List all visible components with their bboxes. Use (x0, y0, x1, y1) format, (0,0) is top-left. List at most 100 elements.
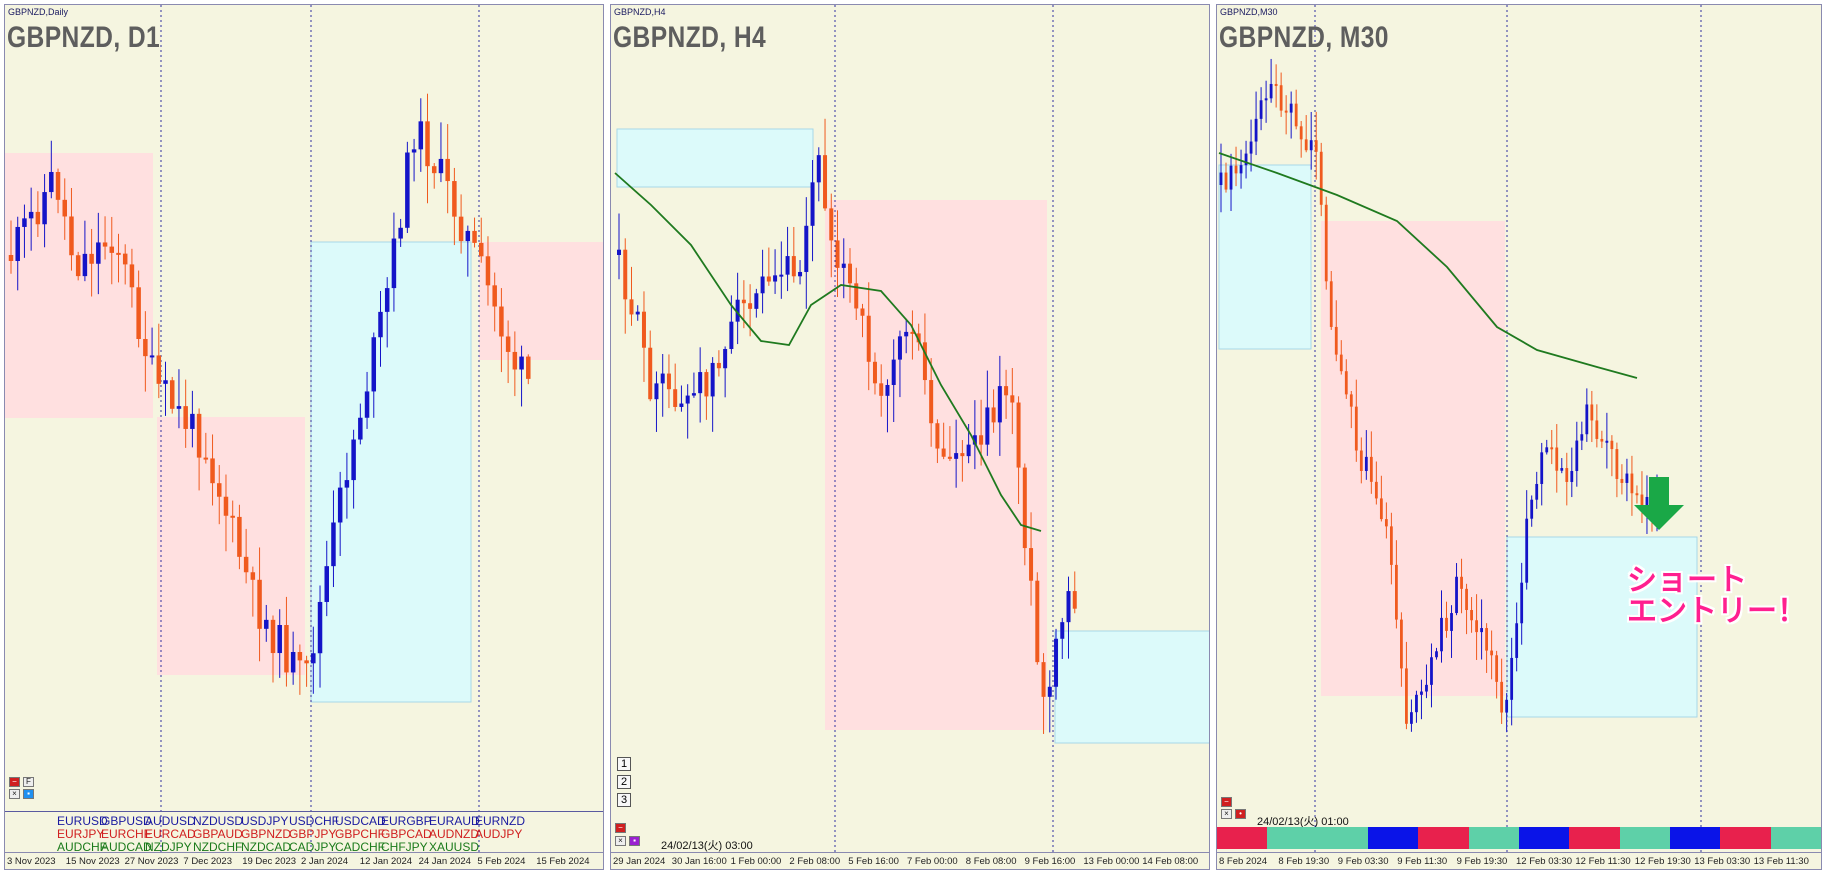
candle-body (28, 211, 34, 219)
minus-button[interactable]: − (615, 823, 626, 833)
currency-pair-link[interactable]: GBPCHF (335, 827, 386, 841)
candle-body (1450, 613, 1453, 631)
candle-body (22, 218, 27, 227)
chart-window-gbpnzd-d1[interactable]: GBPNZD,Daily GBPNZD, D1 − F × ▪ EURUSD GB… (4, 4, 604, 870)
currency-pair-link[interactable]: USDCAD (335, 814, 386, 828)
minus-button[interactable]: − (1221, 797, 1232, 807)
close-button[interactable]: × (1221, 809, 1232, 819)
candle-body (512, 351, 518, 370)
candle-body (492, 285, 497, 307)
currency-pair-link[interactable]: CADCHF (335, 840, 385, 854)
candle-body (910, 331, 915, 334)
candle-body (823, 155, 828, 209)
fix-button[interactable]: F (23, 777, 34, 787)
candle-body (1374, 481, 1378, 499)
candle-body (1284, 110, 1288, 113)
chart-window-gbpnzd-m30[interactable]: GBPNZD,M30 GBPNZD, M30 − × • 24/02/13(火)… (1216, 4, 1822, 870)
candle-body (641, 311, 646, 348)
currency-pair-link[interactable]: AUDCHF (57, 840, 107, 854)
currency-pair-link[interactable]: XAUUSD (429, 840, 480, 854)
candle-body (445, 158, 450, 182)
minus-button[interactable]: − (9, 777, 20, 787)
currency-pair-link[interactable]: GBPNZD (241, 827, 292, 841)
indicator-button-2[interactable]: 2 (617, 775, 631, 789)
currency-pair-link[interactable]: AUDJPY (475, 827, 523, 841)
currency-pair-link[interactable]: EURGBP (381, 814, 432, 828)
candle-body (1016, 402, 1021, 468)
currency-pair-link[interactable]: GBPCAD (381, 827, 432, 841)
candle-body (841, 263, 846, 268)
chart-canvas[interactable] (1217, 5, 1822, 870)
currency-pair-link[interactable]: CHFJPY (381, 840, 428, 854)
indicator-button-3[interactable]: 3 (617, 793, 631, 807)
time-axis-label: 2 Jan 2024 (301, 856, 349, 867)
close-button[interactable]: × (9, 789, 20, 799)
color-button[interactable]: ▪ (629, 836, 640, 846)
currency-pair-link[interactable]: AUDNZD (429, 827, 479, 841)
currency-pair-link[interactable]: GBPJPY (289, 827, 337, 841)
candle-body (1004, 386, 1009, 396)
currency-pair-link[interactable]: NZDUSD (193, 814, 243, 828)
candle-body (405, 152, 410, 228)
time-axis-label: 13 Feb 00:00 (1083, 856, 1140, 867)
currency-pair-link[interactable]: EURUSD (57, 814, 108, 828)
currency-pair-link[interactable]: NZDJPY (145, 840, 192, 854)
candle-body (1600, 438, 1604, 442)
candle-body (779, 274, 784, 277)
candle-body (143, 338, 148, 357)
candle-body (15, 226, 20, 261)
record-button[interactable]: • (1235, 809, 1246, 819)
candle-body (1505, 699, 1509, 713)
candle-body (897, 336, 902, 360)
currency-pair-link[interactable]: EURAUD (429, 814, 480, 828)
currency-pair-link[interactable]: CADJPY (289, 840, 337, 854)
currency-pair-link[interactable]: AUDCAD (101, 840, 152, 854)
candle-body (710, 362, 715, 397)
candle-body (1289, 103, 1293, 113)
candle-body (1630, 473, 1634, 494)
candle-body (223, 496, 229, 516)
candle-body (1229, 165, 1233, 190)
currency-pair-link[interactable]: GBPAUD (193, 827, 243, 841)
chart-canvas[interactable] (611, 5, 1210, 870)
time-axis-label: 30 Jan 16:00 (671, 856, 727, 867)
candle-body (1585, 404, 1589, 435)
close-button[interactable]: × (615, 836, 626, 846)
candle-body (1640, 494, 1644, 508)
currency-pair-link[interactable]: NZDCAD (241, 840, 291, 854)
indicator-button-1[interactable]: 1 (617, 757, 631, 771)
time-axis-label: 14 Feb 08:00 (1142, 856, 1199, 867)
timestamp-label: 24/02/13(火) 01:00 (1257, 816, 1349, 828)
candle-body (284, 625, 289, 673)
candle-body (1239, 165, 1243, 174)
demand-zone (1218, 164, 1312, 350)
candle-body (505, 336, 511, 352)
currency-pair-link[interactable]: GBPUSD (101, 814, 152, 828)
candle-body (1354, 406, 1358, 451)
candle-body (704, 372, 709, 397)
currency-pair-link[interactable]: EURCHF (101, 827, 151, 841)
candle-body (866, 315, 871, 362)
timestamp-label: 24/02/13(火) 03:00 (661, 840, 753, 852)
candle-body (304, 660, 309, 664)
candle-body (230, 515, 235, 518)
supply-zone (157, 417, 305, 675)
time-axis-label: 27 Nov 2023 (124, 856, 179, 867)
currency-pair-link[interactable]: EURCAD (145, 827, 196, 841)
chart-canvas[interactable] (5, 5, 604, 870)
chart-window-gbpnzd-h4[interactable]: GBPNZD,H4 GBPNZD, H4 1 2 3 − × ▪ 24/02/1… (610, 4, 1210, 870)
color-button[interactable]: ▪ (23, 789, 34, 799)
candle-body (384, 288, 390, 312)
candle-body (1035, 580, 1040, 663)
candle-body (979, 435, 984, 445)
candle-body (1349, 394, 1353, 407)
currency-pair-link[interactable]: NZDCHF (193, 840, 243, 854)
candle-body (116, 252, 121, 255)
currency-pair-link[interactable]: USDCHF (289, 814, 339, 828)
currency-pair-link[interactable]: EURJPY (57, 827, 105, 841)
annotation-line-1: ショート (1627, 564, 1747, 597)
currency-pair-link[interactable]: USDJPY (241, 814, 289, 828)
currency-pair-link[interactable]: AUDUSD (145, 814, 196, 828)
currency-pair-link[interactable]: EURNZD (475, 814, 525, 828)
candle-body (1359, 450, 1363, 471)
